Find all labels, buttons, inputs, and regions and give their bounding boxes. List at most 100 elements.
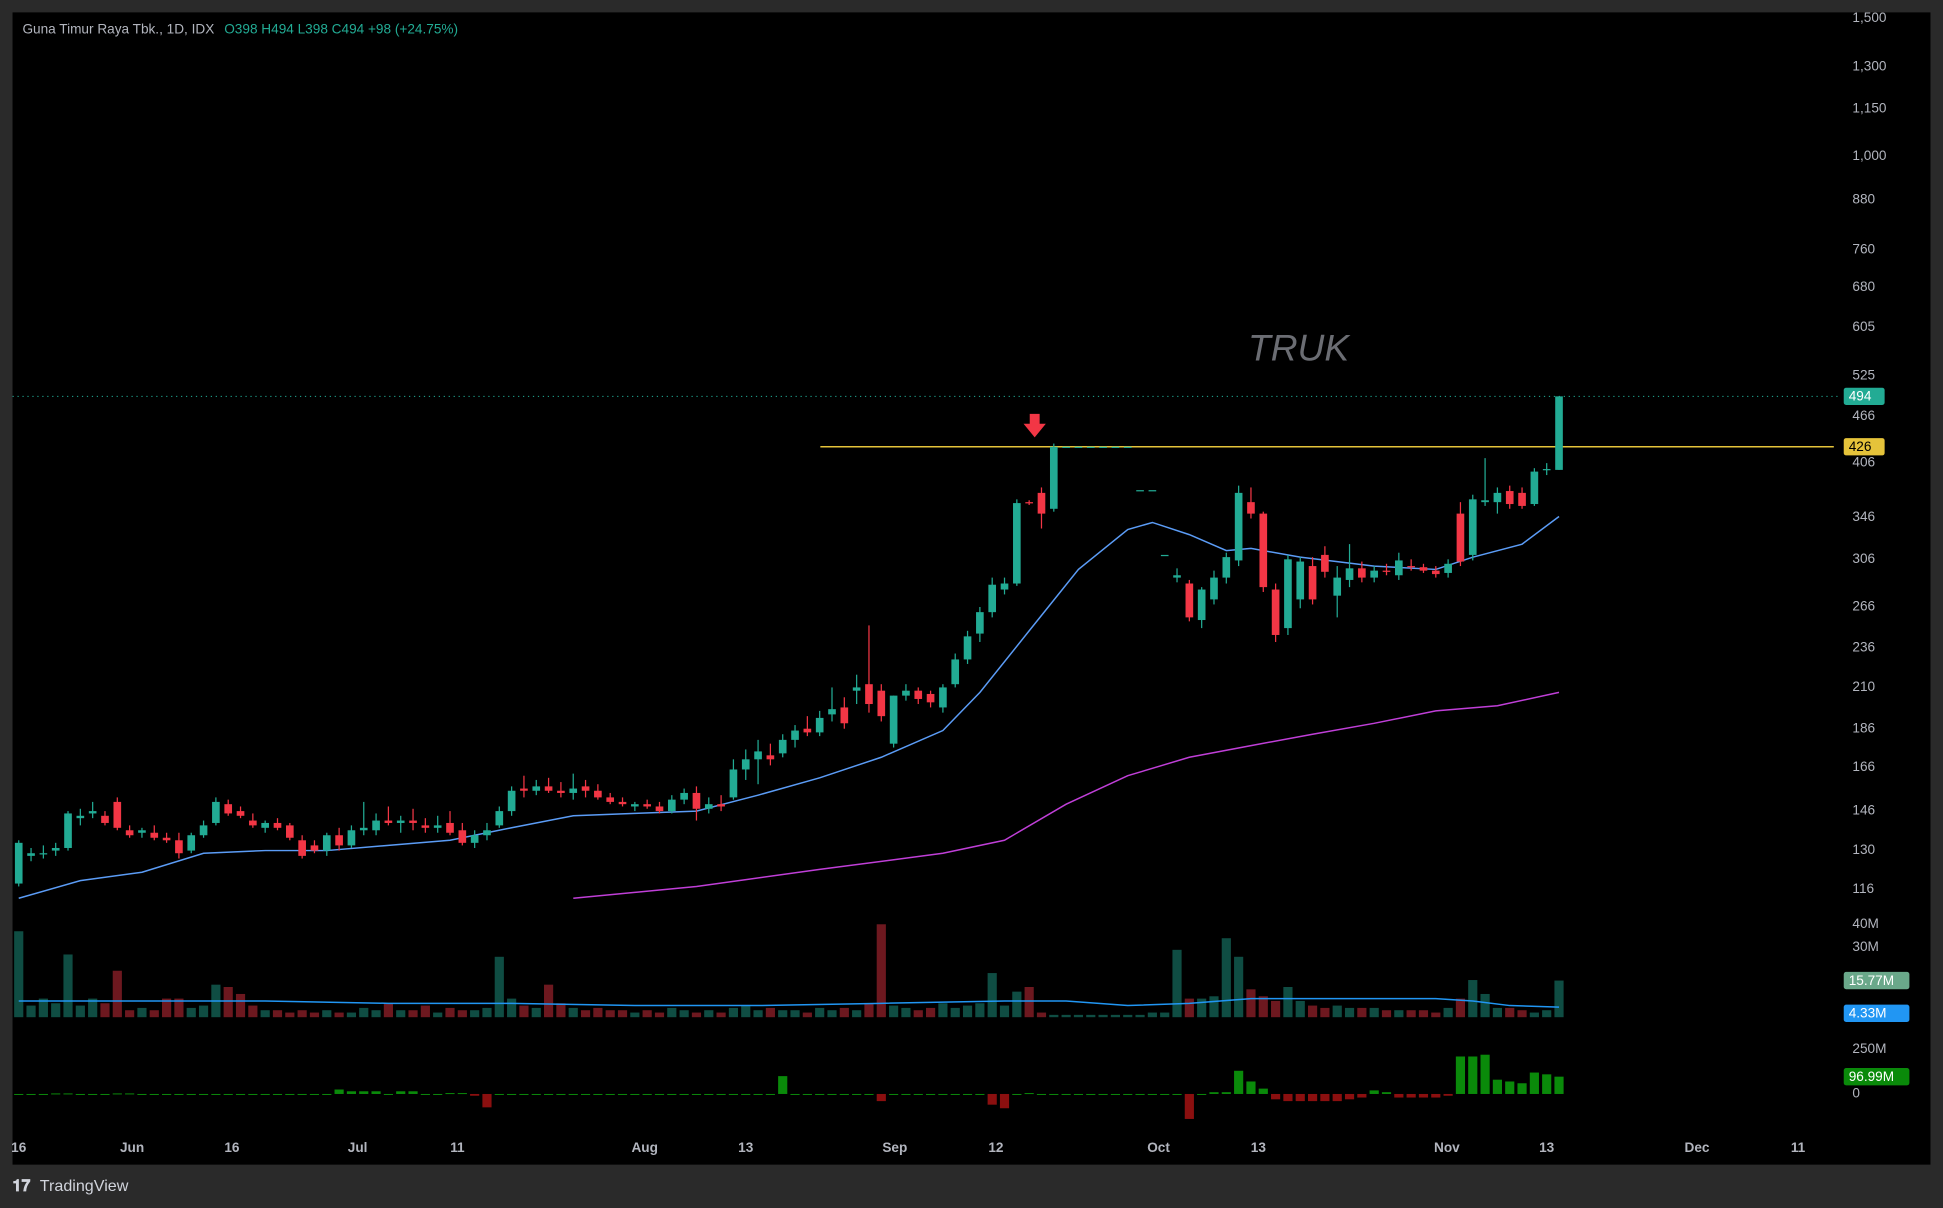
bar xyxy=(75,1093,85,1095)
bar xyxy=(1049,1014,1059,1018)
candle-body xyxy=(199,825,208,836)
bar xyxy=(1147,1093,1157,1095)
bar xyxy=(482,1007,492,1018)
bar xyxy=(507,998,517,1018)
candle-body xyxy=(926,693,935,703)
candle-body xyxy=(1099,446,1107,448)
bar xyxy=(1468,980,1478,1018)
y-tick-label: 346 xyxy=(1852,509,1875,524)
candle-body xyxy=(101,815,109,823)
bar xyxy=(396,1010,406,1018)
candle-body xyxy=(951,659,960,685)
bar xyxy=(63,954,73,1018)
bar xyxy=(1283,1093,1293,1102)
candle-body xyxy=(1382,570,1391,572)
bar xyxy=(1160,1012,1170,1018)
candle-body xyxy=(1481,500,1489,503)
bar xyxy=(1332,1005,1342,1018)
value-label-box xyxy=(1843,1067,1910,1086)
candle-body xyxy=(778,739,787,754)
bar xyxy=(1542,1074,1552,1094)
bar xyxy=(272,1093,283,1095)
bar xyxy=(975,1003,985,1018)
bar xyxy=(1073,1014,1084,1018)
bar xyxy=(297,1093,307,1095)
candle-body xyxy=(532,786,541,791)
bar xyxy=(1184,1093,1194,1119)
bar xyxy=(691,1012,702,1018)
bar xyxy=(162,998,172,1018)
bar xyxy=(1110,1014,1120,1018)
bar xyxy=(26,1005,36,1018)
candle-body xyxy=(1160,554,1169,557)
moving-average xyxy=(18,997,1560,1008)
bar xyxy=(901,1007,911,1018)
candle-body xyxy=(594,790,602,798)
candle-body xyxy=(1025,502,1033,504)
bar xyxy=(852,1010,862,1018)
bar xyxy=(704,1093,714,1095)
bar xyxy=(889,1005,899,1018)
bar xyxy=(852,1093,862,1095)
bar xyxy=(839,1007,849,1018)
bar xyxy=(1529,1072,1539,1094)
bar xyxy=(137,1007,147,1018)
bar xyxy=(186,1093,196,1095)
bar xyxy=(716,1012,726,1018)
bar xyxy=(691,1093,702,1095)
candle-body xyxy=(470,835,479,843)
candle-body xyxy=(1013,503,1021,584)
candle-body xyxy=(1456,513,1465,562)
candle-body xyxy=(1296,561,1305,600)
y-tick-label: 880 xyxy=(1852,192,1875,207)
candle-body xyxy=(1247,502,1255,514)
candle-body xyxy=(1518,492,1526,506)
candle-body xyxy=(458,830,467,843)
candle-body xyxy=(729,769,738,798)
bar xyxy=(1554,980,1564,1018)
bar xyxy=(38,1093,48,1095)
bar xyxy=(1061,1014,1071,1018)
bar xyxy=(864,1003,874,1018)
bar xyxy=(544,1093,554,1095)
bar xyxy=(186,1007,196,1018)
y-tick-label: 605 xyxy=(1852,319,1875,334)
candle-body xyxy=(51,847,60,851)
bar xyxy=(433,1012,443,1018)
bar xyxy=(1455,1056,1466,1094)
bar xyxy=(149,1010,159,1018)
bar xyxy=(334,1089,344,1094)
bar xyxy=(1357,1093,1367,1098)
candle-body xyxy=(544,786,553,791)
candle-body xyxy=(914,690,923,699)
candle-body xyxy=(766,755,775,760)
bar xyxy=(112,1093,122,1095)
candle-body xyxy=(372,820,380,831)
candle-body xyxy=(1173,575,1181,578)
y-tick-label: 236 xyxy=(1852,639,1875,654)
bar xyxy=(1455,998,1466,1018)
bar xyxy=(1271,1000,1281,1018)
bar xyxy=(556,1093,566,1095)
bar xyxy=(26,1093,36,1095)
candle-body xyxy=(1395,560,1403,576)
y-tick-label: 146 xyxy=(1852,803,1875,818)
bar xyxy=(260,1010,270,1018)
y-tick-label: 40M xyxy=(1852,916,1878,931)
bar xyxy=(445,1007,455,1018)
bar xyxy=(568,1007,578,1018)
candle-body xyxy=(1234,492,1243,561)
candle-body xyxy=(113,801,122,828)
bar xyxy=(235,993,246,1018)
bar xyxy=(1184,998,1194,1018)
bar xyxy=(346,1091,357,1094)
y-tick-label: 250M xyxy=(1852,1041,1886,1056)
bar xyxy=(1246,989,1256,1018)
bar xyxy=(987,973,997,1018)
bar xyxy=(14,931,24,1018)
candle-body xyxy=(150,832,159,838)
candle-body xyxy=(1358,568,1366,578)
bar xyxy=(88,998,98,1018)
bar xyxy=(1468,1056,1478,1094)
candle-body xyxy=(27,853,35,856)
